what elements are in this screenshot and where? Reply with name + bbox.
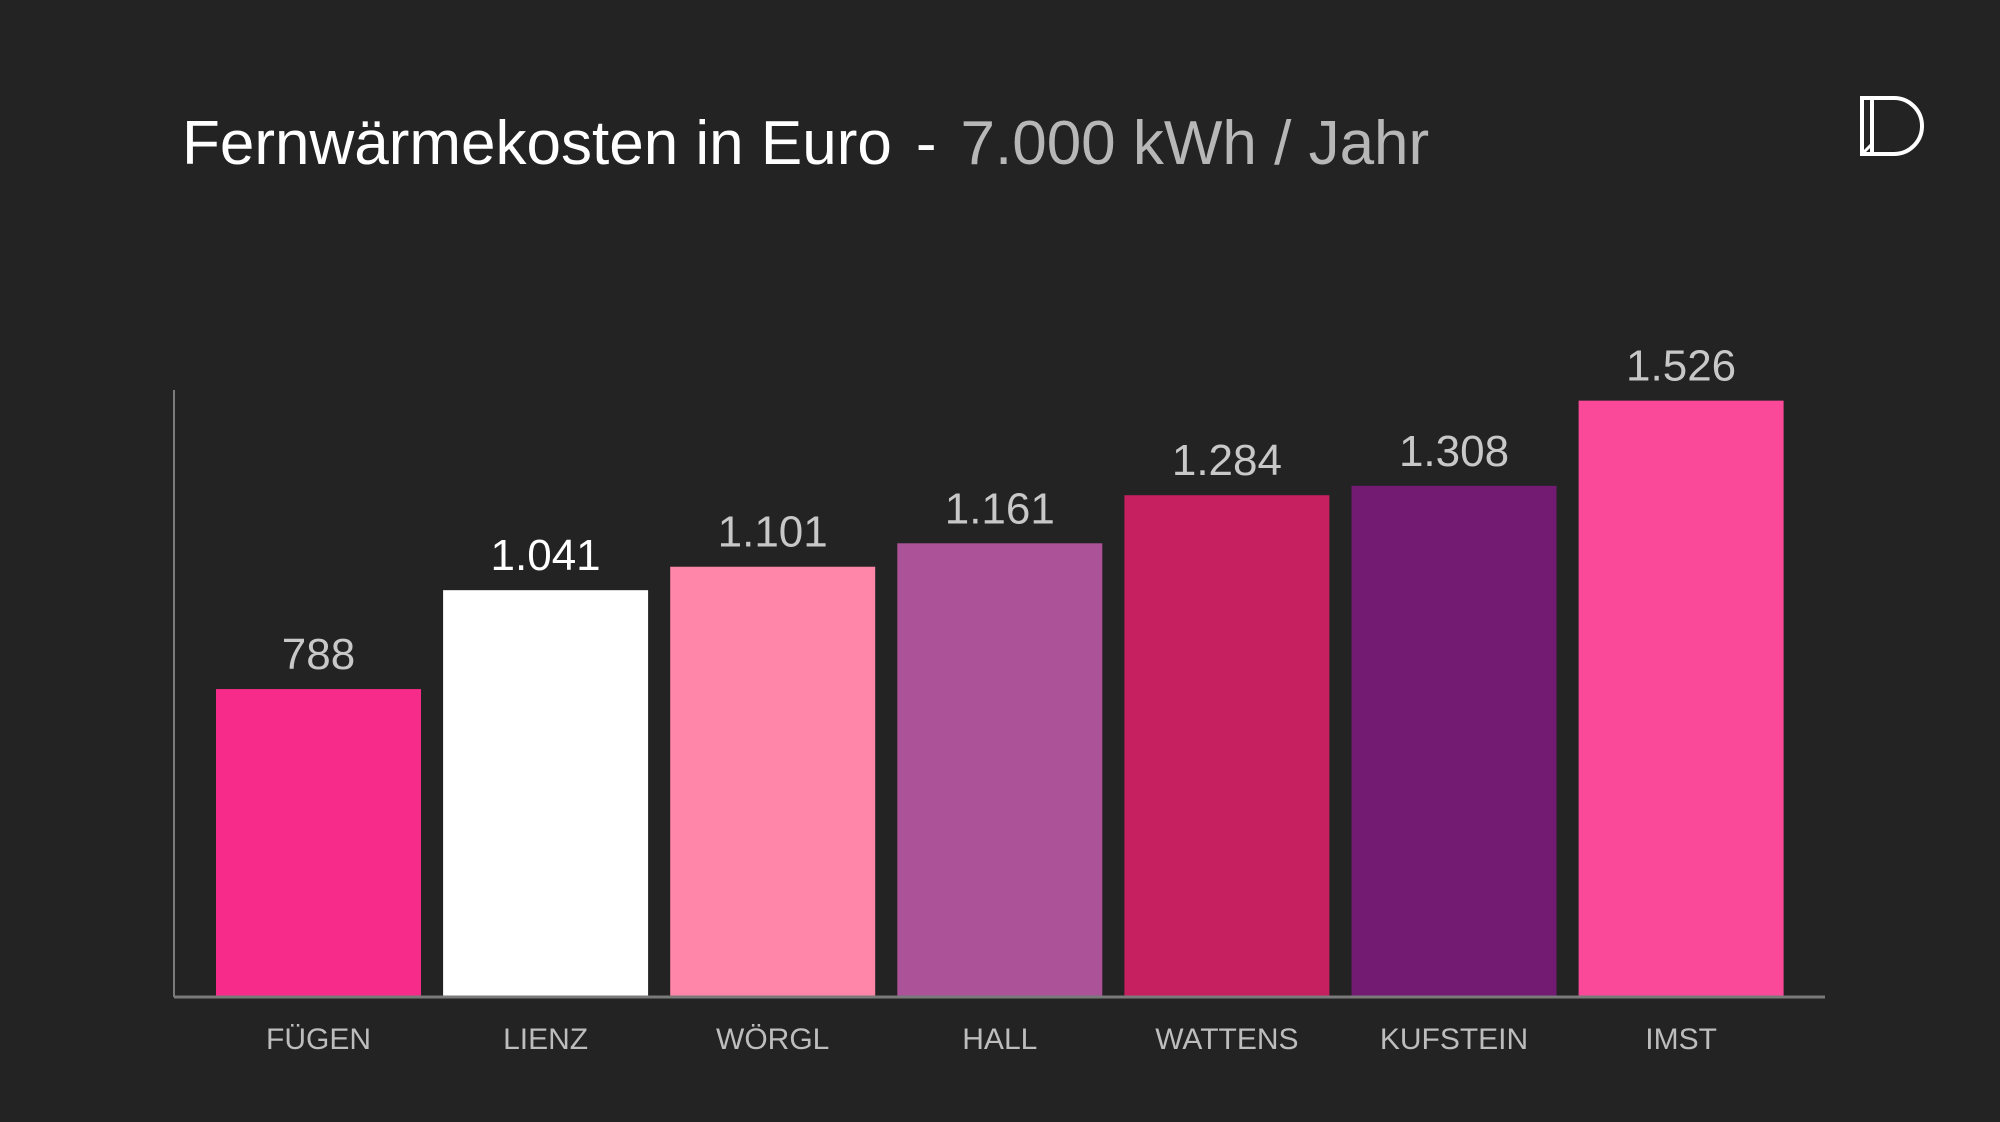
bar-3 [897,543,1103,997]
value-label-4: 1.284 [1172,436,1282,485]
category-label-1: LIENZ [503,1023,588,1056]
bar-6 [1578,400,1784,998]
category-label-2: WÖRGL [716,1023,829,1056]
category-label-0: FÜGEN [266,1023,371,1056]
category-label-3: HALL [962,1023,1037,1056]
bar-0 [216,689,421,997]
chart-title-separator: - [915,109,937,178]
chart-title-main: Fernwärmekosten in Euro [182,109,892,178]
chart-subtitle: 7.000 kWh / Jahr [960,109,1430,178]
bar-5 [1351,485,1557,997]
chart-title: Fernwärmekosten in Euro -7.000 kWh / Jahr [182,104,1429,184]
bar-1 [443,590,649,997]
value-label-0: 788 [282,630,355,679]
d-logo-icon [1860,96,1940,156]
value-label-3: 1.161 [945,484,1055,533]
bar-2 [670,566,876,997]
category-label-5: KUFSTEIN [1380,1023,1528,1056]
bar-4 [1124,495,1330,997]
value-label-6: 1.526 [1626,342,1736,391]
value-label-1: 1.041 [491,531,601,580]
value-label-5: 1.308 [1399,427,1509,476]
category-label-6: IMST [1645,1023,1717,1056]
value-label-2: 1.101 [718,508,828,557]
category-label-4: WATTENS [1155,1023,1298,1056]
